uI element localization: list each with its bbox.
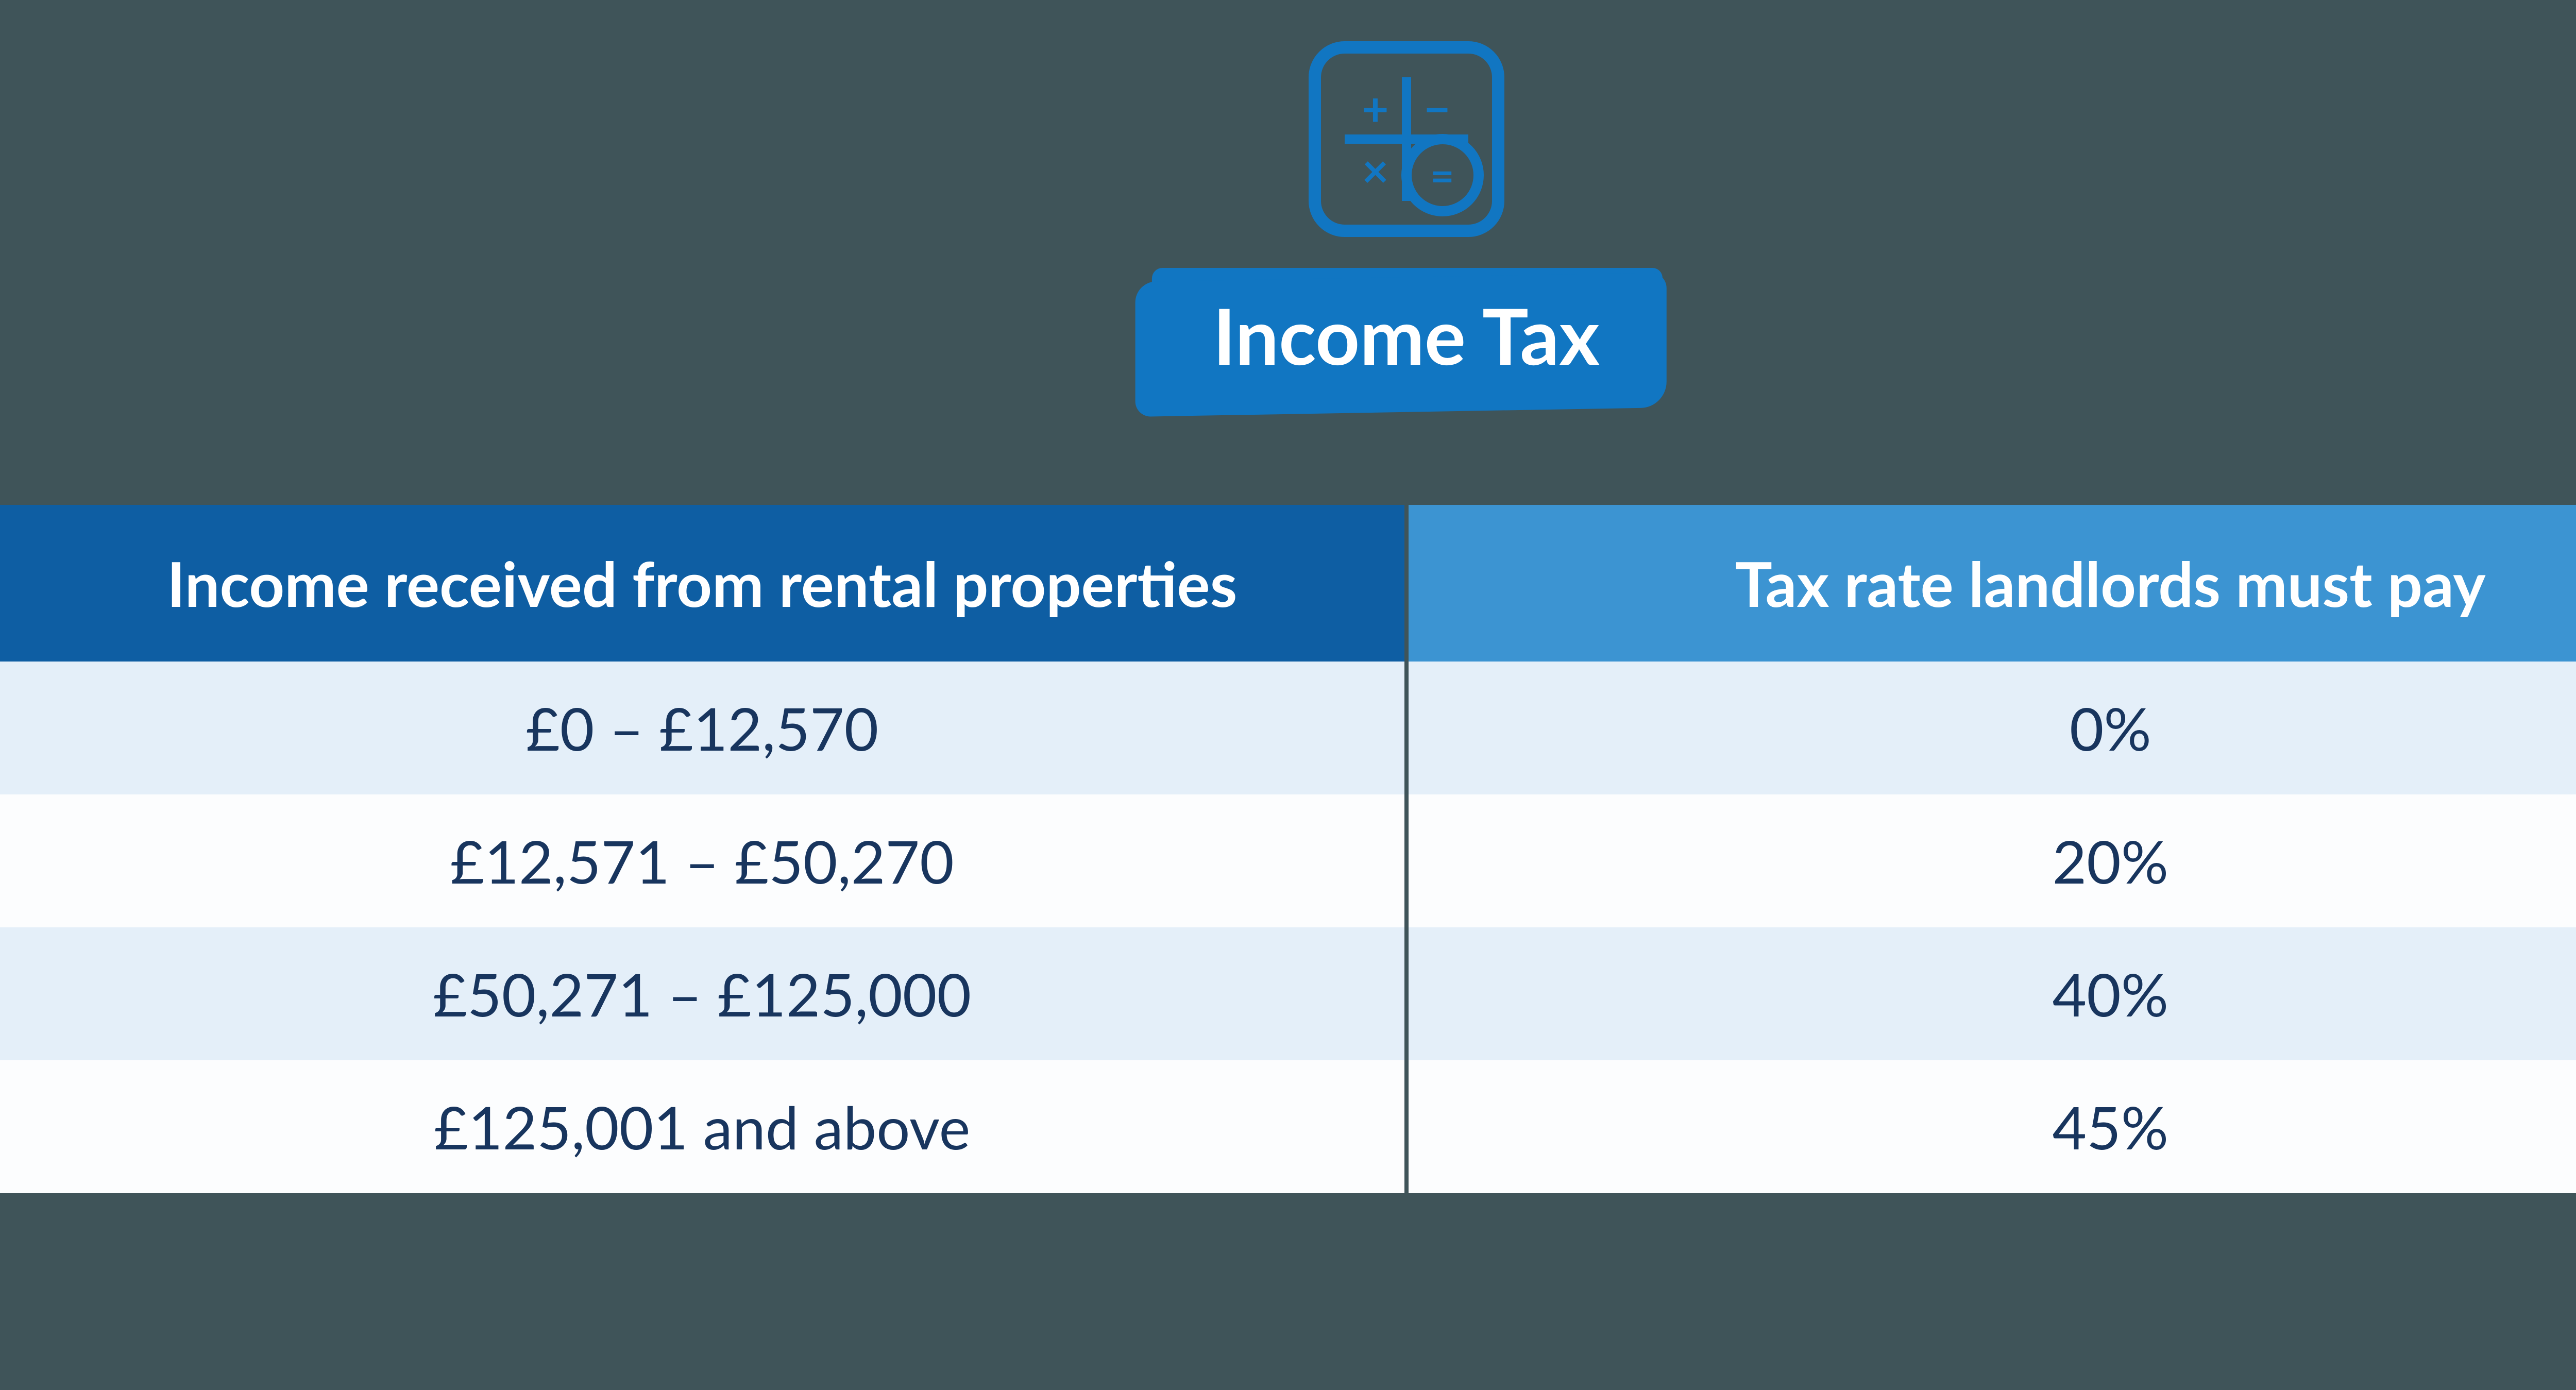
table-row: £50,271 – £125,000 40%	[0, 927, 2576, 1060]
income-tax-table: Income received from rental properties T…	[0, 505, 2576, 1193]
equals-icon: =	[1401, 134, 1484, 216]
cell-rate: 0%	[1409, 662, 2576, 794]
cell-rate: 20%	[1409, 794, 2576, 927]
cell-income: £12,571 – £50,270	[0, 794, 1409, 927]
minus-icon: −	[1406, 77, 1468, 139]
calculator-grid: + − × =	[1345, 77, 1468, 201]
cell-income: £0 – £12,570	[0, 662, 1409, 794]
table-row: £0 – £12,570 0%	[0, 662, 2576, 794]
calculator-icon: + − × =	[1309, 41, 1504, 237]
table-row: £125,001 and above 45%	[0, 1060, 2576, 1193]
plus-icon: +	[1345, 77, 1406, 139]
cell-rate: 40%	[1409, 927, 2576, 1060]
cell-income: £125,001 and above	[0, 1060, 1409, 1193]
times-icon: ×	[1345, 139, 1406, 201]
header-block: + − × = Income Tax	[1151, 41, 1662, 402]
col-header-rate: Tax rate landlords must pay	[1409, 505, 2576, 662]
table-row: £12,571 – £50,270 20%	[0, 794, 2576, 927]
page-title: Income Tax	[1213, 289, 1600, 381]
col-header-income: Income received from rental properties	[0, 505, 1409, 662]
cell-rate: 45%	[1409, 1060, 2576, 1193]
table-header-row: Income received from rental properties T…	[0, 505, 2576, 662]
title-highlight: Income Tax	[1151, 268, 1662, 402]
cell-income: £50,271 – £125,000	[0, 927, 1409, 1060]
